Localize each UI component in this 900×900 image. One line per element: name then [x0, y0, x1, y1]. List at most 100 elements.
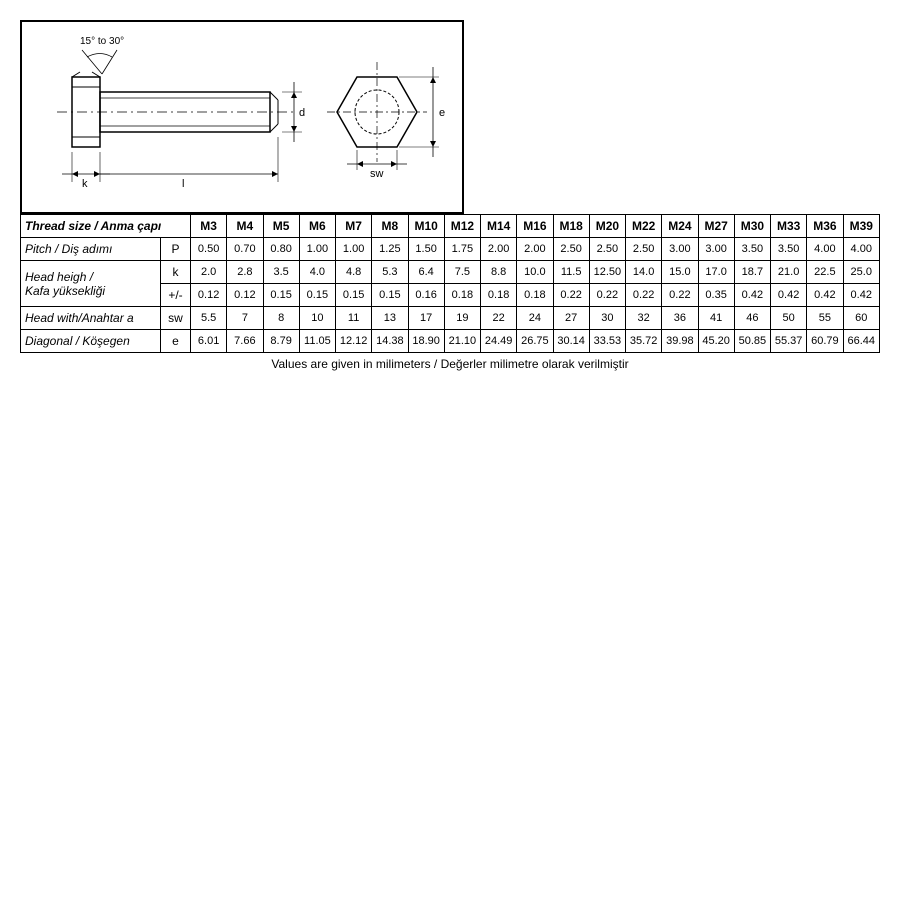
value-cell: 7.66 [227, 330, 263, 353]
value-cell: 13 [372, 307, 408, 330]
value-cell: 5.5 [191, 307, 227, 330]
header-label: Thread size / Anma çapı [21, 215, 191, 238]
value-cell: 7 [227, 307, 263, 330]
value-cell: 2.00 [517, 238, 553, 261]
value-cell: 0.15 [336, 284, 372, 307]
size-header: M10 [408, 215, 444, 238]
value-cell: 8 [263, 307, 299, 330]
value-cell: 0.18 [517, 284, 553, 307]
value-cell: 0.15 [372, 284, 408, 307]
value-cell: 2.50 [626, 238, 662, 261]
value-cell: 21.10 [444, 330, 480, 353]
value-cell: 18.90 [408, 330, 444, 353]
size-header: M18 [553, 215, 589, 238]
value-cell: 7.5 [444, 261, 480, 284]
value-cell: 6.4 [408, 261, 444, 284]
value-cell: 60 [843, 307, 879, 330]
value-cell: 41 [698, 307, 734, 330]
value-cell: 1.00 [336, 238, 372, 261]
value-cell: 8.79 [263, 330, 299, 353]
dim-e: e [439, 107, 445, 119]
size-header: M33 [771, 215, 807, 238]
bolt-spec-sheet: 15° to 30° k l d [20, 20, 880, 371]
value-cell: 21.0 [771, 261, 807, 284]
value-cell: 0.42 [807, 284, 843, 307]
value-cell: 0.18 [444, 284, 480, 307]
row-label: Head heigh /Kafa yüksekliği [21, 261, 161, 307]
value-cell: 17 [408, 307, 444, 330]
value-cell: 0.22 [553, 284, 589, 307]
value-cell: 2.00 [481, 238, 517, 261]
row-symbol: P [161, 238, 191, 261]
value-cell: 2.0 [191, 261, 227, 284]
value-cell: 0.42 [771, 284, 807, 307]
value-cell: 66.44 [843, 330, 879, 353]
value-cell: 1.75 [444, 238, 480, 261]
value-cell: 1.50 [408, 238, 444, 261]
value-cell: 60.79 [807, 330, 843, 353]
value-cell: 39.98 [662, 330, 698, 353]
value-cell: 0.15 [299, 284, 335, 307]
value-cell: 33.53 [589, 330, 625, 353]
value-cell: 17.0 [698, 261, 734, 284]
value-cell: 0.42 [843, 284, 879, 307]
size-header: M4 [227, 215, 263, 238]
value-cell: 0.70 [227, 238, 263, 261]
value-cell: 0.16 [408, 284, 444, 307]
value-cell: 4.00 [843, 238, 879, 261]
value-cell: 4.0 [299, 261, 335, 284]
value-cell: 0.80 [263, 238, 299, 261]
value-cell: 55 [807, 307, 843, 330]
value-cell: 22.5 [807, 261, 843, 284]
value-cell: 0.22 [589, 284, 625, 307]
value-cell: 5.3 [372, 261, 408, 284]
value-cell: 2.50 [589, 238, 625, 261]
dim-k: k [82, 178, 88, 190]
size-header: M30 [734, 215, 770, 238]
bolt-diagram: 15° to 30° k l d [20, 20, 464, 214]
bolt-drawing-svg: 15° to 30° k l d [22, 22, 462, 212]
value-cell: 18.7 [734, 261, 770, 284]
value-cell: 10 [299, 307, 335, 330]
value-cell: 12.50 [589, 261, 625, 284]
dim-sw: sw [370, 168, 384, 180]
value-cell: 3.50 [734, 238, 770, 261]
value-cell: 30 [589, 307, 625, 330]
value-cell: 4.8 [336, 261, 372, 284]
value-cell: 0.22 [626, 284, 662, 307]
value-cell: 14.38 [372, 330, 408, 353]
value-cell: 4.00 [807, 238, 843, 261]
value-cell: 3.00 [698, 238, 734, 261]
value-cell: 1.25 [372, 238, 408, 261]
value-cell: 24.49 [481, 330, 517, 353]
size-header: M20 [589, 215, 625, 238]
value-cell: 22 [481, 307, 517, 330]
size-header: M16 [517, 215, 553, 238]
size-header: M8 [372, 215, 408, 238]
value-cell: 0.15 [263, 284, 299, 307]
size-header: M14 [481, 215, 517, 238]
value-cell: 3.50 [771, 238, 807, 261]
row-label: Pitch / Diş adımı [21, 238, 161, 261]
value-cell: 50.85 [734, 330, 770, 353]
size-header: M7 [336, 215, 372, 238]
value-cell: 0.50 [191, 238, 227, 261]
value-cell: 3.00 [662, 238, 698, 261]
footnote: Values are given in milimeters / Değerle… [20, 357, 880, 371]
size-header: M27 [698, 215, 734, 238]
angle-label: 15° to 30° [80, 36, 124, 47]
spec-table: Thread size / Anma çapıM3M4M5M6M7M8M10M1… [20, 214, 880, 353]
size-header: M39 [843, 215, 879, 238]
row-symbol: e [161, 330, 191, 353]
value-cell: 11.5 [553, 261, 589, 284]
value-cell: 27 [553, 307, 589, 330]
size-header: M5 [263, 215, 299, 238]
dim-d: d [299, 107, 305, 119]
value-cell: 25.0 [843, 261, 879, 284]
value-cell: 0.12 [191, 284, 227, 307]
value-cell: 45.20 [698, 330, 734, 353]
value-cell: 30.14 [553, 330, 589, 353]
value-cell: 12.12 [336, 330, 372, 353]
value-cell: 24 [517, 307, 553, 330]
value-cell: 14.0 [626, 261, 662, 284]
